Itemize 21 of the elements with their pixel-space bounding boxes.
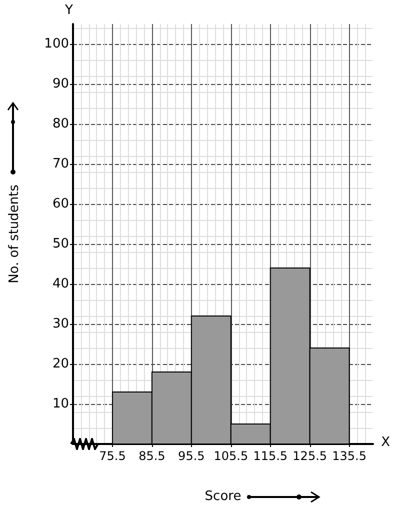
x-tick-label: 125.5 <box>292 449 328 463</box>
text: X <box>381 435 390 450</box>
y-tick-label: 20 <box>52 356 69 372</box>
y-tick-label: 60 <box>52 196 69 212</box>
x-axis-title: Score <box>204 489 242 504</box>
x-tick-label: 85.5 <box>138 449 166 463</box>
x-tick-label: 135.5 <box>332 449 366 463</box>
y-tick-label: 90 <box>52 76 69 92</box>
y-tick-label: 100 <box>44 36 69 52</box>
text: Y <box>64 3 73 18</box>
x-tick-label: 115.5 <box>253 449 288 463</box>
x-tick-label: 95.5 <box>178 449 205 463</box>
y-tick-label: 70 <box>52 156 69 172</box>
y-tick-label: 40 <box>52 276 69 292</box>
x-tick-label: 105.5 <box>214 449 248 463</box>
y-tick-label: 50 <box>52 236 69 252</box>
y-axis-title: No. of students <box>7 184 22 284</box>
y-tick-label: 10 <box>52 396 69 412</box>
x-tick-label: 75.5 <box>99 449 126 463</box>
y-tick-label: 80 <box>52 116 69 132</box>
y-tick-label: 30 <box>52 316 69 332</box>
